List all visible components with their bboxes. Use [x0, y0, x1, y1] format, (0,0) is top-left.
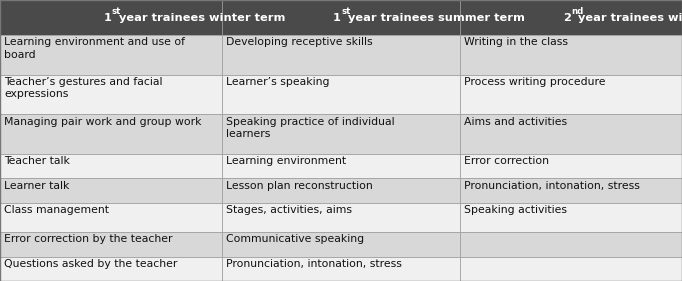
Bar [460, 178, 682, 203]
Bar [0, 75, 222, 114]
Text: Learner talk: Learner talk [4, 181, 70, 191]
Bar [460, 75, 682, 114]
Text: Class management: Class management [4, 205, 109, 215]
Bar [222, 154, 460, 178]
Text: Learner’s speaking: Learner’s speaking [226, 77, 330, 87]
Text: 1: 1 [103, 13, 111, 22]
Bar [0, 257, 222, 281]
Text: year trainees summer term: year trainees summer term [344, 13, 525, 22]
Text: nd: nd [571, 7, 583, 16]
Bar [222, 114, 460, 154]
Text: Learning environment and use of
board: Learning environment and use of board [4, 37, 185, 60]
Bar [0, 178, 222, 203]
Bar [0, 203, 222, 232]
Bar [222, 257, 460, 281]
Text: Developing receptive skills: Developing receptive skills [226, 37, 373, 47]
Bar [0, 232, 222, 257]
Text: Managing pair work and group work: Managing pair work and group work [4, 117, 202, 127]
Text: Communicative speaking: Communicative speaking [226, 234, 365, 244]
Text: Speaking activities: Speaking activities [464, 205, 567, 215]
Text: Teacher’s gestures and facial
expressions: Teacher’s gestures and facial expression… [4, 77, 162, 99]
Bar [460, 0, 682, 35]
Text: Error correction: Error correction [464, 156, 549, 166]
Bar [222, 203, 460, 232]
Text: year trainees winter term: year trainees winter term [115, 13, 285, 22]
Bar [0, 114, 222, 154]
Text: Teacher talk: Teacher talk [4, 156, 70, 166]
Text: Error correction by the teacher: Error correction by the teacher [4, 234, 173, 244]
Text: Learning environment: Learning environment [226, 156, 346, 166]
Text: year trainees winter term: year trainees winter term [574, 13, 682, 22]
Text: 2: 2 [563, 13, 571, 22]
Text: Process writing procedure: Process writing procedure [464, 77, 605, 87]
Text: Stages, activities, aims: Stages, activities, aims [226, 205, 353, 215]
Bar [460, 203, 682, 232]
Bar [222, 232, 460, 257]
Text: Aims and activities: Aims and activities [464, 117, 567, 127]
Bar [460, 35, 682, 75]
Text: st: st [341, 7, 351, 16]
Bar [460, 232, 682, 257]
Text: Pronunciation, intonation, stress: Pronunciation, intonation, stress [464, 181, 640, 191]
Bar [460, 114, 682, 154]
Bar [222, 178, 460, 203]
Text: st: st [111, 7, 121, 16]
Bar [0, 154, 222, 178]
Text: Lesson plan reconstruction: Lesson plan reconstruction [226, 181, 373, 191]
Bar [0, 0, 222, 35]
Bar [460, 154, 682, 178]
Text: Questions asked by the teacher: Questions asked by the teacher [4, 259, 177, 269]
Bar [460, 257, 682, 281]
Bar [222, 75, 460, 114]
Text: Speaking practice of individual
learners: Speaking practice of individual learners [226, 117, 395, 139]
Bar [222, 0, 460, 35]
Bar [0, 35, 222, 75]
Text: Pronunciation, intonation, stress: Pronunciation, intonation, stress [226, 259, 402, 269]
Text: Writing in the class: Writing in the class [464, 37, 567, 47]
Text: 1: 1 [333, 13, 341, 22]
Bar [222, 35, 460, 75]
